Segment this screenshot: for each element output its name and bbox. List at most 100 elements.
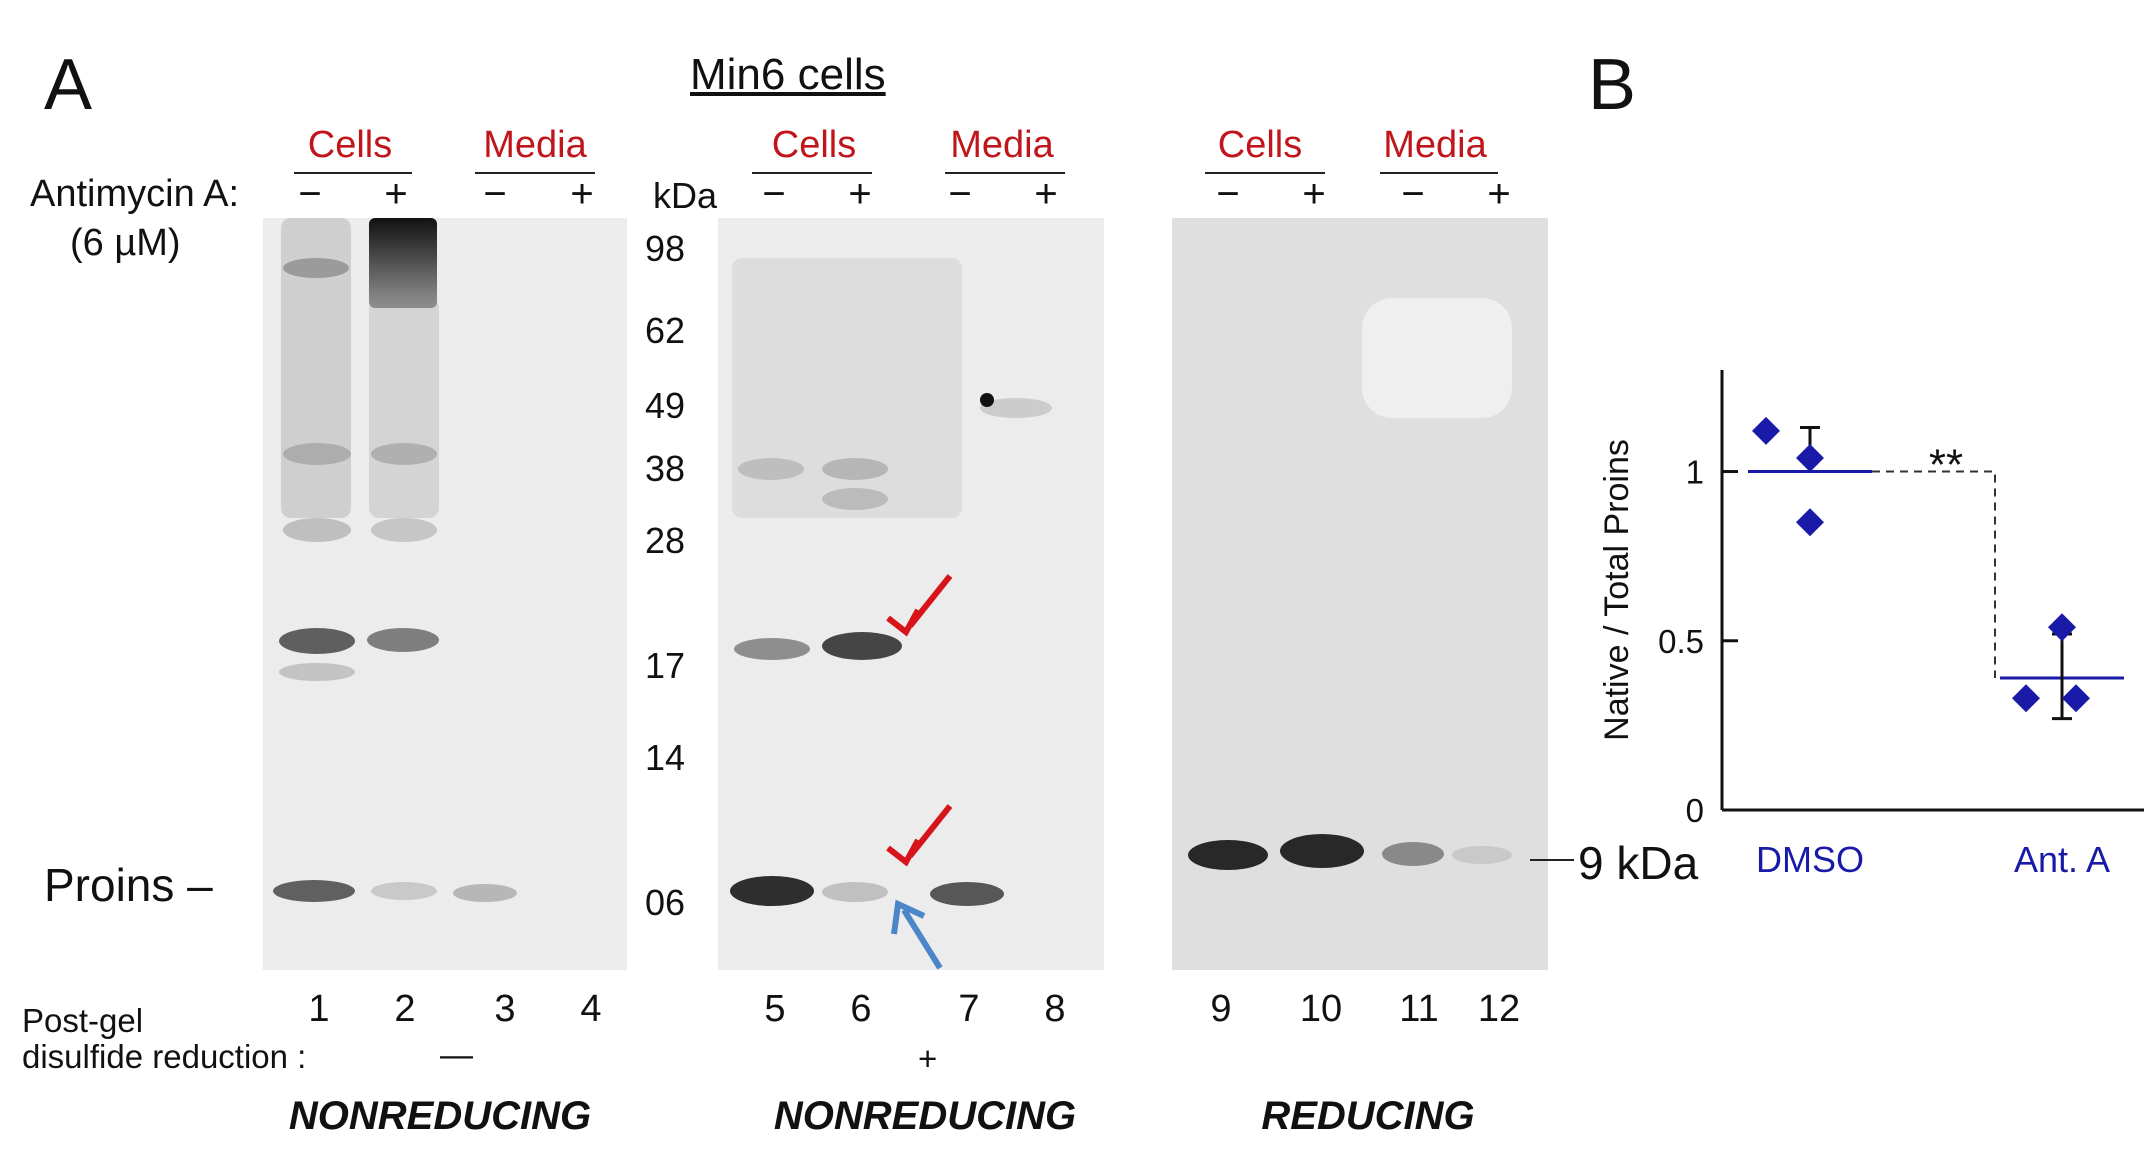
- sign-minus: −: [483, 172, 507, 216]
- group-underline: [475, 172, 595, 174]
- x-tick-label: Ant. A: [2014, 839, 2110, 880]
- group-label: Media: [483, 124, 587, 166]
- gel-blot-2: [718, 218, 1104, 970]
- smear: [281, 218, 351, 518]
- sign-minus: −: [298, 172, 322, 216]
- kda-marker: 98: [644, 228, 686, 269]
- kda-marker: 62: [644, 310, 686, 351]
- sign-minus: −: [762, 172, 786, 216]
- y-axis-label: Native / Total Proins: [1598, 439, 1636, 741]
- lane-number: 11: [1399, 988, 1439, 1030]
- gel-blot-3: [1172, 218, 1548, 970]
- postgel-label-line2: disulfide reduction :: [22, 1038, 307, 1075]
- sign-plus: +: [1487, 172, 1511, 216]
- band: [367, 628, 439, 652]
- sign-plus: +: [1034, 172, 1058, 216]
- y-tick-label: 1: [1686, 454, 1704, 491]
- sign-plus: +: [384, 172, 408, 216]
- band: [283, 443, 351, 465]
- y-tick-label: 0: [1686, 792, 1704, 829]
- kda-marker: 28: [644, 520, 686, 561]
- lane-number: 1: [308, 988, 330, 1030]
- band: [822, 488, 888, 510]
- kda-9-tick: [1530, 859, 1574, 861]
- figure-title: Min6 cells: [690, 50, 886, 99]
- postgel-label-line1: Post-gel: [22, 1002, 144, 1039]
- lane-number: 2: [394, 988, 416, 1030]
- significance-bracket: [1872, 470, 1996, 678]
- lane-number: 6: [850, 988, 872, 1030]
- sign-plus: +: [570, 172, 594, 216]
- lane-number: 12: [1477, 988, 1521, 1030]
- dust-spot: [980, 393, 994, 407]
- kda-marker: 49: [644, 385, 686, 426]
- band: [738, 458, 804, 480]
- group-label: Cells: [1217, 124, 1303, 166]
- lane-number: 9: [1210, 988, 1232, 1030]
- group-underline: [1205, 172, 1325, 174]
- group-underline: [1380, 172, 1498, 174]
- group-label: Media: [950, 124, 1054, 166]
- group-underline: [945, 172, 1065, 174]
- treatment-label: Antimycin A:: [30, 173, 240, 215]
- sign-minus: −: [1401, 172, 1425, 216]
- band: [822, 882, 888, 902]
- data-point: [1796, 508, 1824, 537]
- lane-number: 10: [1299, 988, 1343, 1030]
- band: [1188, 840, 1268, 870]
- red-arrow-upper: [886, 574, 953, 637]
- lane-number: 7: [958, 988, 980, 1030]
- kda-marker: 06: [644, 882, 686, 923]
- smear: [369, 298, 439, 518]
- band: [1382, 842, 1444, 866]
- data-point: [2048, 613, 2076, 642]
- band: [273, 880, 355, 902]
- data-point: [1752, 416, 1780, 445]
- group-underline: [752, 172, 872, 174]
- band: [734, 638, 810, 660]
- concentration-label: (6 µM): [70, 222, 181, 264]
- band: [279, 663, 355, 681]
- band: [980, 398, 1052, 418]
- kda-header: kDa: [652, 175, 718, 216]
- group-label: Media: [1383, 124, 1487, 166]
- condition-label: NONREDUCING: [773, 1094, 1077, 1138]
- lane-number: 4: [580, 988, 602, 1030]
- postgel-plus: +: [918, 1040, 938, 1077]
- condition-label: REDUCING: [1261, 1094, 1475, 1138]
- data-point: [1796, 444, 1824, 472]
- sign-minus: −: [948, 172, 972, 216]
- band: [371, 882, 437, 900]
- kda-marker: 17: [644, 645, 686, 686]
- x-tick-label: DMSO: [1756, 839, 1864, 880]
- kda-marker: 14: [644, 737, 686, 778]
- smear: [732, 258, 962, 518]
- arrows-overlay: [886, 574, 953, 970]
- band: [283, 518, 351, 542]
- gel-blot-1: [263, 218, 627, 970]
- sign-plus: +: [1302, 172, 1326, 216]
- band: [1280, 834, 1364, 868]
- data-point: [2062, 684, 2090, 713]
- group-label: Cells: [771, 124, 857, 166]
- kda-9-label: 9 kDa: [1578, 837, 1699, 889]
- data-point: [2012, 684, 2040, 713]
- band: [283, 258, 349, 278]
- sign-minus: −: [1216, 172, 1240, 216]
- group-underline: [294, 172, 412, 174]
- band: [822, 458, 888, 480]
- postgel-minus: —: [440, 1036, 473, 1073]
- proins-label: Proins –: [44, 859, 213, 911]
- red-arrow-lower: [886, 804, 953, 867]
- y-tick-label: 0.5: [1658, 623, 1704, 660]
- band: [371, 443, 437, 465]
- band: [730, 876, 814, 906]
- significance-label: **: [1929, 441, 1963, 490]
- panel-a-letter: A: [44, 45, 93, 125]
- band: [1452, 846, 1512, 864]
- band: [822, 632, 902, 660]
- lane-number: 3: [494, 988, 516, 1030]
- lane-number: 8: [1044, 988, 1066, 1030]
- condition-label: NONREDUCING: [288, 1094, 592, 1138]
- dot-plot: Native / Total Proins 0 0.5 1 ** DMSO Ant.…: [1598, 370, 2144, 880]
